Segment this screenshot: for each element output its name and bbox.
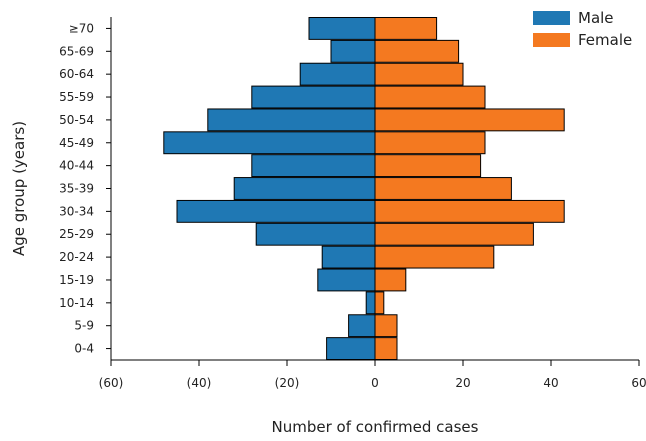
y-tick-label: 60-64 — [59, 67, 94, 81]
legend-label-male: Male — [578, 9, 614, 27]
bar-female-0-4 — [374, 337, 398, 360]
y-tick-label: 50-54 — [59, 113, 94, 127]
bar-female-40-44 — [374, 154, 482, 178]
bar-male-20-24 — [321, 245, 376, 269]
bar-male-0-4 — [326, 337, 376, 360]
bar-female-30-34 — [374, 199, 565, 223]
y-axis-ticks: 0-4 5-9 10-14 15-19 20-24 25-29 30-34 35-39 40-4… — [59, 21, 111, 356]
y-tick-label: ≥70 — [69, 21, 94, 35]
bar-male-50-54 — [207, 108, 376, 132]
y-tick-label: 65-69 — [59, 44, 94, 58]
y-tick-label: 35-39 — [59, 182, 94, 196]
bar-female-25-29 — [374, 222, 534, 246]
legend-label-female: Female — [578, 31, 632, 49]
bar-male-15-19 — [317, 268, 376, 292]
bar-male-25-29 — [255, 222, 376, 246]
bars-layer — [163, 17, 565, 360]
bar-female-20-24 — [374, 245, 495, 269]
x-tick-label: 60 — [631, 376, 646, 390]
bar-female-55-59 — [374, 85, 486, 109]
bar-female-45-49 — [374, 131, 486, 155]
legend-swatch-male — [533, 11, 570, 25]
x-tick-label: 0 — [371, 376, 379, 390]
bar-male-65-69 — [330, 39, 376, 63]
y-tick-label: 30-34 — [59, 204, 94, 218]
y-tick-label: 5-9 — [74, 319, 94, 333]
bar-female-65-69 — [374, 39, 460, 63]
bar-male-10-14 — [365, 291, 376, 315]
x-axis-title: Number of confirmed cases — [272, 418, 479, 436]
bar-female-50-54 — [374, 108, 565, 132]
x-tick-label: 20 — [455, 376, 470, 390]
y-axis-title: Age group (years) — [10, 121, 28, 256]
y-tick-label: 25-29 — [59, 227, 94, 241]
bar-male-40-44 — [251, 154, 376, 178]
y-tick-label: 0-4 — [74, 342, 94, 356]
y-tick-label: 45-49 — [59, 136, 94, 150]
bar-female-10-14 — [374, 291, 385, 315]
bar-male-55-59 — [251, 85, 376, 109]
x-tick-label: (20) — [275, 376, 300, 390]
bar-female-≥70 — [374, 17, 438, 40]
bar-female-60-64 — [374, 62, 464, 86]
x-tick-label: (40) — [187, 376, 212, 390]
bar-male-45-49 — [163, 131, 376, 155]
bar-male-30-34 — [176, 199, 376, 223]
bar-male-35-39 — [233, 177, 376, 200]
y-tick-label: 40-44 — [59, 159, 94, 173]
y-tick-label: 10-14 — [59, 296, 94, 310]
bar-female-35-39 — [374, 177, 512, 200]
y-tick-label: 55-59 — [59, 90, 94, 104]
y-tick-label: 20-24 — [59, 250, 94, 264]
y-tick-label: 15-19 — [59, 273, 94, 287]
bar-male-≥70 — [308, 17, 376, 40]
x-tick-label: (60) — [99, 376, 124, 390]
legend-swatch-female — [533, 33, 570, 47]
legend: Male Female — [533, 9, 632, 49]
x-axis-ticks: (60) (40) (20) 0 20 40 60 — [99, 360, 646, 390]
bar-male-60-64 — [299, 62, 376, 86]
bar-female-15-19 — [374, 268, 407, 292]
x-tick-label: 40 — [543, 376, 558, 390]
bar-male-5-9 — [348, 314, 376, 338]
bar-female-5-9 — [374, 314, 398, 338]
